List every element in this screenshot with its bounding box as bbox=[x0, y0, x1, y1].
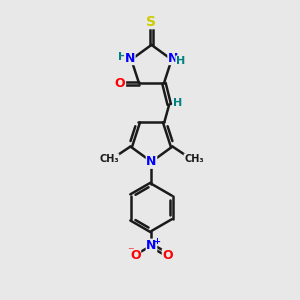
Text: O: O bbox=[162, 249, 173, 262]
Text: N: N bbox=[146, 155, 157, 168]
Text: N: N bbox=[168, 52, 178, 64]
Text: N: N bbox=[146, 239, 157, 252]
Text: O: O bbox=[130, 249, 141, 262]
Text: N: N bbox=[125, 52, 135, 64]
Text: CH₃: CH₃ bbox=[184, 154, 204, 164]
Text: CH₃: CH₃ bbox=[99, 154, 119, 164]
Text: S: S bbox=[146, 15, 157, 28]
Text: O: O bbox=[115, 77, 125, 90]
Text: H: H bbox=[176, 56, 185, 66]
Text: ⁻: ⁻ bbox=[127, 245, 134, 258]
Text: +: + bbox=[153, 237, 160, 246]
Text: H: H bbox=[118, 52, 128, 61]
Text: H: H bbox=[173, 98, 183, 108]
